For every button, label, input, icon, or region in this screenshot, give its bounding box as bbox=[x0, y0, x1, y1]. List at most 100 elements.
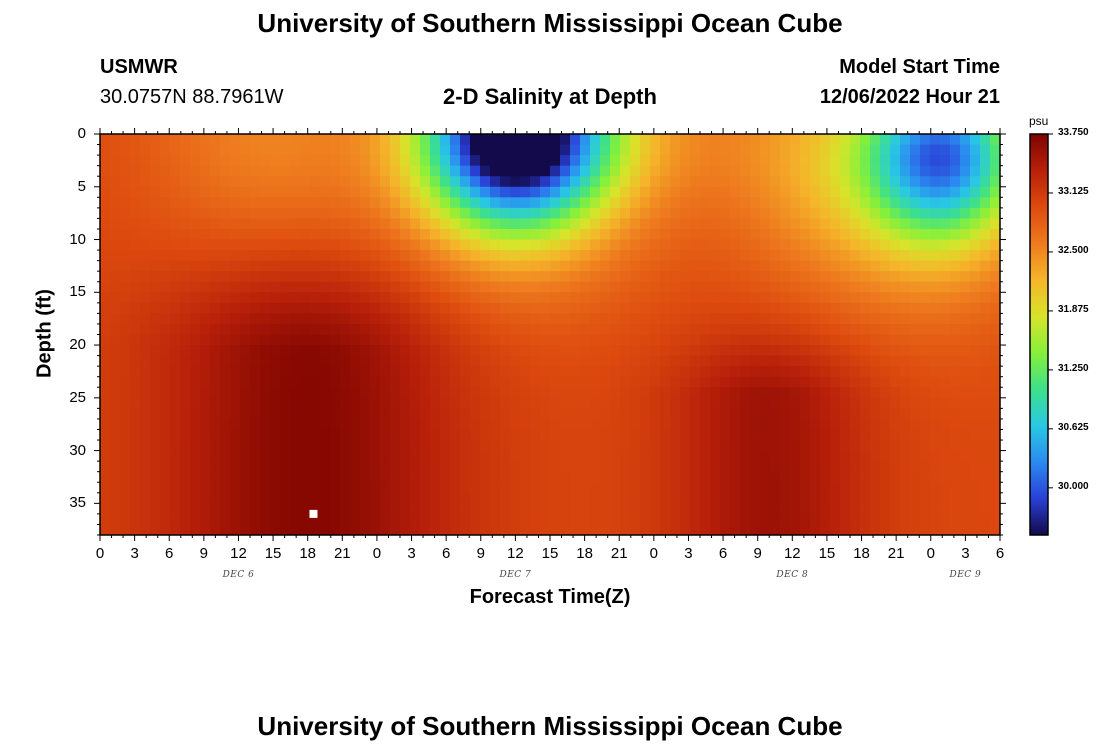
heatmap-cell bbox=[340, 292, 351, 304]
heatmap-cell bbox=[180, 323, 191, 336]
heatmap-cell bbox=[100, 376, 111, 388]
heatmap-cell bbox=[390, 302, 401, 314]
heatmap-cell bbox=[390, 471, 401, 483]
heatmap-cell bbox=[730, 155, 741, 167]
heatmap-cell bbox=[280, 260, 291, 272]
heatmap-cell bbox=[340, 239, 351, 251]
heatmap-cell bbox=[410, 450, 421, 462]
heatmap-cell bbox=[530, 260, 541, 272]
heatmap-cell bbox=[170, 176, 181, 188]
heatmap-cell bbox=[450, 408, 461, 420]
heatmap-cell bbox=[300, 323, 311, 336]
heatmap-cell bbox=[780, 302, 791, 314]
heatmap-cell bbox=[580, 492, 591, 504]
heatmap-cell bbox=[740, 313, 751, 325]
heatmap-cell bbox=[890, 207, 901, 220]
heatmap-cell bbox=[980, 218, 991, 230]
heatmap-cell bbox=[620, 492, 631, 504]
heatmap-cell bbox=[150, 440, 161, 452]
heatmap-cell bbox=[460, 482, 471, 494]
heatmap-cell bbox=[990, 513, 1000, 526]
heatmap-cell bbox=[290, 313, 301, 325]
heatmap-cell bbox=[240, 397, 251, 409]
heatmap-cell bbox=[580, 176, 591, 188]
heatmap-cell bbox=[900, 482, 911, 494]
heatmap-cell bbox=[390, 345, 401, 357]
heatmap-cell bbox=[160, 397, 171, 409]
heatmap-cell bbox=[930, 144, 941, 156]
heatmap-cell bbox=[240, 155, 251, 167]
heatmap-cell bbox=[970, 165, 981, 177]
heatmap-cell bbox=[510, 186, 521, 198]
model-start-label: Model Start Time bbox=[839, 56, 1000, 78]
heatmap-cell bbox=[730, 165, 741, 177]
heatmap-cell bbox=[550, 461, 561, 473]
heatmap-cell bbox=[900, 492, 911, 504]
heatmap-cell bbox=[900, 313, 911, 325]
heatmap-cell bbox=[910, 440, 921, 452]
heatmap-cell bbox=[560, 165, 571, 177]
heatmap-cell bbox=[500, 323, 511, 336]
heatmap-cell bbox=[980, 144, 991, 156]
heatmap-cell bbox=[860, 450, 871, 462]
heatmap-cell bbox=[790, 165, 801, 177]
heatmap-cell bbox=[860, 186, 871, 198]
heatmap-cell bbox=[680, 440, 691, 452]
heatmap-cell bbox=[290, 250, 301, 262]
heatmap-cell bbox=[120, 429, 131, 441]
heatmap-cell bbox=[360, 207, 371, 220]
heatmap-cell bbox=[790, 144, 801, 156]
heatmap-cell bbox=[800, 271, 811, 283]
colorbar-tick-label: 30.625 bbox=[1058, 421, 1089, 433]
heatmap-cell bbox=[890, 334, 901, 346]
heatmap-cell bbox=[450, 513, 461, 526]
heatmap-cell bbox=[750, 250, 761, 262]
heatmap-cell bbox=[780, 260, 791, 272]
heatmap-cell bbox=[390, 482, 401, 494]
heatmap-cell bbox=[200, 334, 211, 346]
heatmap-cell bbox=[330, 228, 341, 241]
heatmap-cell bbox=[320, 323, 331, 336]
heatmap-cell bbox=[750, 408, 761, 420]
heatmap-cell bbox=[190, 302, 201, 314]
heatmap-cell bbox=[380, 271, 391, 283]
heatmap-cell bbox=[250, 197, 261, 209]
heatmap-cell bbox=[820, 165, 831, 177]
heatmap-cell bbox=[280, 376, 291, 388]
heatmap-cell bbox=[170, 323, 181, 336]
heatmap-cell bbox=[250, 186, 261, 198]
heatmap-cell bbox=[490, 492, 501, 504]
heatmap-cell bbox=[200, 345, 211, 357]
heatmap-cell bbox=[830, 461, 841, 473]
heatmap-cell bbox=[260, 429, 271, 441]
heatmap-cell bbox=[850, 250, 861, 262]
heatmap-cell bbox=[900, 218, 911, 230]
heatmap-cell bbox=[540, 345, 551, 357]
heatmap-cell bbox=[920, 197, 931, 209]
heatmap-cell bbox=[680, 429, 691, 441]
heatmap-cell bbox=[700, 165, 711, 177]
heatmap-cell bbox=[310, 471, 321, 483]
heatmap-cell bbox=[480, 345, 491, 357]
heatmap-cell bbox=[110, 450, 121, 462]
colorbar bbox=[1029, 133, 1049, 536]
heatmap-cell bbox=[560, 355, 571, 367]
heatmap-cell bbox=[520, 376, 531, 388]
heatmap-cell bbox=[260, 366, 271, 378]
heatmap-cell bbox=[630, 186, 641, 198]
heatmap-cell bbox=[470, 292, 481, 304]
heatmap-cell bbox=[450, 503, 461, 515]
heatmap-cell bbox=[120, 345, 131, 357]
heatmap-cell bbox=[930, 376, 941, 388]
heatmap-cell bbox=[400, 155, 411, 167]
heatmap-cell bbox=[300, 471, 311, 483]
heatmap-cell bbox=[590, 313, 601, 325]
heatmap-cell bbox=[140, 176, 151, 188]
heatmap-cell bbox=[400, 461, 411, 473]
heatmap-cell bbox=[510, 197, 521, 209]
heatmap-cell bbox=[110, 313, 121, 325]
heatmap-cell bbox=[870, 144, 881, 156]
heatmap-cell bbox=[160, 524, 171, 535]
heatmap-cell bbox=[130, 250, 141, 262]
heatmap-cell bbox=[610, 281, 621, 293]
